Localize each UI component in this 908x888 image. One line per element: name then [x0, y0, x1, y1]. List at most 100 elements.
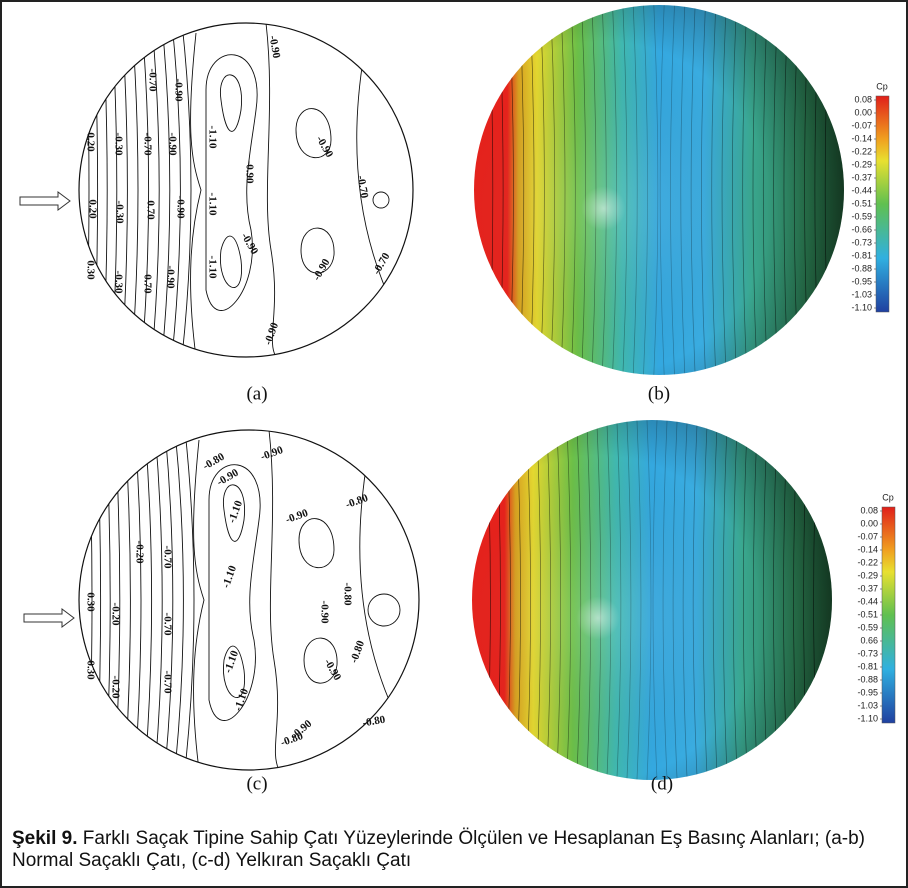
contour-label: -0.90 [284, 507, 310, 526]
colorbar-label: -0.59 [857, 622, 878, 632]
colorbar-label: -0.22 [851, 146, 872, 156]
contour-label: -0.20 [109, 676, 121, 699]
contour-line [268, 430, 280, 770]
contour-label: -0.70 [161, 671, 173, 694]
contour-label: -0.70 [161, 613, 173, 636]
contour-line [220, 235, 242, 288]
colorbar-label: -0.29 [851, 159, 872, 169]
pressure-sphere [474, 5, 844, 375]
colorbar-label: -0.07 [851, 120, 872, 130]
contour-line [367, 593, 401, 627]
colorbar [875, 95, 890, 313]
contour-line [96, 430, 102, 770]
contour-label: 0.20 [84, 132, 96, 152]
subfigure-label: (d) [651, 773, 673, 794]
colorbar-label: -0.37 [857, 583, 878, 593]
contour-label: -0.90 [243, 161, 255, 184]
colorbar-label: 0.00 [860, 518, 878, 528]
contour-label: -0.80 [201, 450, 227, 472]
subfigure-label: (a) [246, 383, 267, 404]
contour-line [303, 637, 338, 684]
contour-label: -0.20 [109, 603, 121, 626]
colorbar-label: -0.73 [857, 648, 878, 658]
contour-line [298, 518, 335, 568]
contour-line [300, 227, 335, 274]
caption-text: Farklı Saçak Tipine Sahip Çatı Yüzeyleri… [12, 828, 866, 871]
contour-label: -0.70 [161, 546, 173, 569]
contour-line [356, 42, 387, 291]
colorbar-label: -0.88 [851, 263, 872, 273]
colorbar-label: -0.81 [857, 661, 878, 671]
contour-label: -0.80 [341, 583, 353, 606]
contour-label: -1.10 [206, 126, 218, 149]
contour-line [193, 439, 205, 770]
contour-label: -0.90 [321, 657, 343, 683]
contour-label: 0.20 [86, 199, 98, 219]
contour-label: -0.90 [215, 466, 241, 488]
colorbar-label: -1.10 [857, 713, 878, 723]
colorbar-label: -0.07 [857, 531, 878, 541]
colorbar-label: -0.51 [851, 198, 872, 208]
contour-line [205, 54, 258, 311]
contour-line [111, 23, 118, 357]
contour-label: -1.10 [206, 193, 218, 216]
subfigure-label: (c) [246, 773, 267, 794]
contour-line [372, 191, 390, 209]
contour-line [208, 464, 261, 721]
colorbar-title: Cp [882, 492, 894, 502]
contour-label: -1.10 [206, 256, 218, 279]
contour-label: -0.80 [348, 639, 367, 665]
contour-line [105, 430, 111, 770]
wind-arrows [19, 191, 75, 628]
figure-number: Şekil 9. [12, 828, 78, 849]
contour-label: -0.70 [355, 175, 371, 200]
colorbar-label: -0.44 [857, 596, 878, 606]
contour-label: -0.70 [141, 133, 153, 156]
colorbar-label: 0.08 [854, 94, 872, 104]
colorbar-label: -0.14 [857, 544, 878, 554]
colorbar-label: 0.66 [860, 635, 878, 645]
contour-line [134, 430, 142, 770]
contour-line [184, 430, 195, 770]
contour-line [171, 23, 181, 357]
contour-label: -0.90 [262, 321, 281, 347]
contour-plot [85, 23, 390, 357]
contour-label: -0.90 [172, 79, 184, 102]
contour-line [223, 645, 245, 698]
contour-label: 0.30 [84, 260, 96, 280]
plot-boundary [78, 22, 414, 358]
colorbar-label: -0.59 [851, 211, 872, 221]
figure-graphics: -0.70 -0.90 -0.90 0.20 -0.30 -0.70 -0.90 -1.10 -… [19, 5, 896, 794]
contour-line [102, 23, 108, 357]
contour-line [93, 23, 99, 357]
contour-label: -1.10 [226, 499, 245, 525]
contour-label: -0.90 [238, 231, 260, 257]
contour-label: -1.10 [232, 687, 251, 713]
contour-label: -0.90 [313, 134, 335, 160]
colorbar-label: -0.95 [857, 687, 878, 697]
contour-line [131, 23, 139, 357]
contour-line [85, 23, 90, 357]
contour-line [220, 74, 242, 132]
contour-line [265, 23, 277, 357]
colorbar-label: -0.37 [851, 172, 872, 182]
colorbar-title: Cp [876, 81, 888, 91]
colorbar-label: -1.03 [857, 700, 878, 710]
plot-boundary [78, 429, 420, 771]
contour-label: -0.30 [112, 271, 124, 294]
contour-line [190, 32, 202, 357]
contour-label: 0.30 [84, 592, 96, 612]
contour-line [141, 23, 150, 357]
colorbar [881, 506, 896, 724]
caption: Şekil 9. Farklı Saçak Tipine Sahip Çatı … [12, 828, 898, 872]
sphere-shading [472, 420, 832, 780]
contour-label: -0.30 [112, 133, 124, 156]
colorbar-label: -1.10 [851, 302, 872, 312]
contour-label: -0.80 [344, 492, 370, 511]
contour-label: -0.30 [113, 201, 125, 224]
contour-line [359, 449, 390, 701]
contour-line [144, 430, 153, 770]
contour-line [181, 23, 192, 357]
contour-line [114, 430, 121, 770]
contour-line [161, 23, 171, 357]
